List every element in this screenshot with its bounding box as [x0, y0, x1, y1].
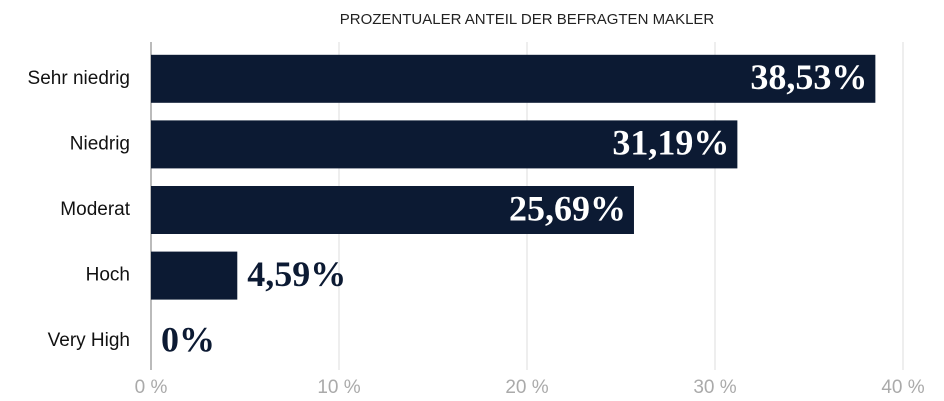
y-tick-label: Moderat: [60, 199, 130, 220]
bar: [151, 186, 634, 234]
x-tick-label: 30 %: [693, 377, 736, 398]
y-tick-label: Hoch: [86, 265, 130, 286]
x-tick-label: 0 %: [135, 377, 168, 398]
y-tick-label: Sehr niedrig: [28, 68, 130, 89]
bar: [151, 251, 238, 300]
value-label: 25,69%: [509, 188, 626, 228]
bar: [151, 54, 876, 103]
value-label: 0%: [161, 319, 215, 359]
x-tick-label: 20 %: [505, 377, 548, 398]
bar: [151, 120, 738, 169]
value-label: 4,59%: [247, 254, 346, 294]
x-tick-label: 10 %: [317, 377, 360, 398]
y-tick-label: Niedrig: [70, 133, 130, 154]
x-tick-label: 40 %: [881, 377, 924, 398]
chart-title: PROZENTUALER ANTEIL DER BEFRAGTEN MAKLER: [340, 11, 715, 28]
value-label: 31,19%: [612, 123, 729, 163]
y-tick-label: Very High: [48, 330, 130, 351]
value-label: 38,53%: [750, 57, 867, 97]
